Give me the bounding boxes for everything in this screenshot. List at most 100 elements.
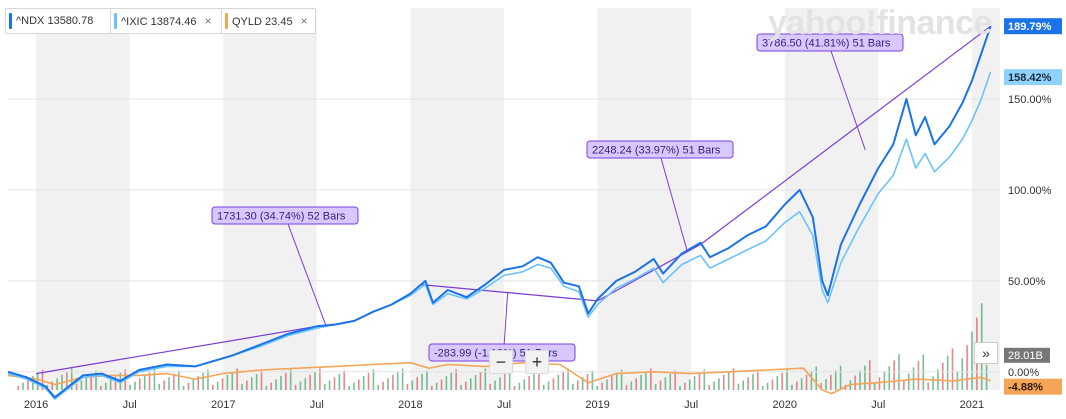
y-tick-label: 150.00% [1008,94,1052,106]
volume-bar [508,370,511,390]
volume-bar [523,379,526,390]
volume-bar [309,375,311,390]
volume-bar [669,373,672,390]
volume-bar [197,376,200,390]
volume-bar [557,375,560,390]
volume-bar [625,384,628,390]
volume-bar [932,376,934,390]
trendline [419,283,598,302]
volume-bar [474,375,477,390]
volume-bar [528,376,530,390]
volume-bar [951,348,954,390]
background-band [410,8,504,390]
volume-bar [640,375,642,390]
volume-bar [645,371,647,390]
x-tick-label: 2021 [960,399,984,411]
volume-bar [177,370,180,390]
tab-ndx-symbol: ^NDX [16,15,45,27]
volume-bar [927,382,929,390]
volume-bar [742,380,745,390]
volume-bar [713,381,715,390]
volume-bar [411,380,414,390]
x-tick-label: Jul [871,399,885,411]
volume-bar [722,375,725,390]
volume-bar [562,371,564,390]
trendline [35,325,317,375]
volume-bar [834,370,837,390]
volume-bar [90,373,92,390]
volume-bar [771,379,774,390]
close-icon[interactable]: × [204,14,212,28]
volume-bar [698,372,701,390]
volume-bar [173,373,175,390]
volume-bar [212,384,214,390]
volume-bar [581,377,584,390]
tab-ixic[interactable]: ^IXIC 13874.46 × [110,8,222,34]
volume-bar [484,368,487,390]
volume-bar [285,372,287,390]
volume-bar [854,375,856,390]
last-value-label: 158.42% [1008,72,1052,84]
volume-bar [674,370,676,390]
volume-bar [776,376,779,390]
annotation-label: 2248.24 (33.97%) 51 Bars [592,145,721,157]
volume-bar [460,384,462,390]
volume-bar [868,360,871,390]
volume-bar [143,375,146,390]
volume-bar [51,381,54,390]
volume-bar [864,365,866,390]
tab-qyld[interactable]: QYLD 23.45 × [221,8,316,34]
close-icon[interactable]: × [300,14,308,28]
volume-bar [343,370,346,390]
volume-bar [941,362,944,390]
volume-bar [747,377,749,390]
x-tick-label: 2020 [773,399,797,411]
volume-bar [572,383,574,390]
volume-bar [362,376,365,390]
tab-ndx[interactable]: ^NDX 13580.78 [5,8,115,34]
x-tick-label: Jul [310,399,324,411]
volume-bar [158,383,161,390]
volume-bar [333,377,336,390]
volume-bar [830,374,832,390]
volume-bar [839,365,842,390]
x-tick-label: Jul [123,399,137,411]
tab-ixic-value: 13874.46 [150,16,197,28]
volume-bar [246,380,248,390]
volume-bar [795,381,798,390]
volume-bar [192,379,195,390]
volume-bar [392,375,394,390]
volume-bar [338,373,341,390]
volume-bar [260,370,263,390]
volume-bar [917,361,920,390]
volume-bar [148,371,151,390]
volume-bar [299,381,302,390]
volume-bar [416,377,419,390]
x-tick-label: 2017 [211,399,235,411]
volume-bar [659,380,662,390]
volume-bar [207,369,209,390]
volume-bar [129,384,131,390]
zoom-in-button[interactable]: + [525,350,549,374]
volume-bar [153,368,156,390]
volume-bar [567,368,569,390]
volume-bar [426,370,428,390]
volume-bar [679,386,681,390]
volume-bar [538,369,540,390]
volume-bar [231,371,234,390]
volume-bar [825,379,827,390]
expand-button[interactable]: » [974,342,998,364]
volume-badge [1004,347,1050,363]
volume-bar [202,372,204,390]
tab-ndx-value: 13580.78 [47,15,94,27]
volume-bar [114,376,117,390]
volume-bar [766,382,769,390]
annotation-box [211,206,359,225]
volume-bar [903,379,905,390]
volume-bar [377,384,380,390]
zoom-out-button[interactable]: − [489,350,513,374]
volume-bar [591,370,594,390]
volume-bar [489,383,492,390]
volume-bar [465,381,467,390]
volume-bar [382,381,384,390]
